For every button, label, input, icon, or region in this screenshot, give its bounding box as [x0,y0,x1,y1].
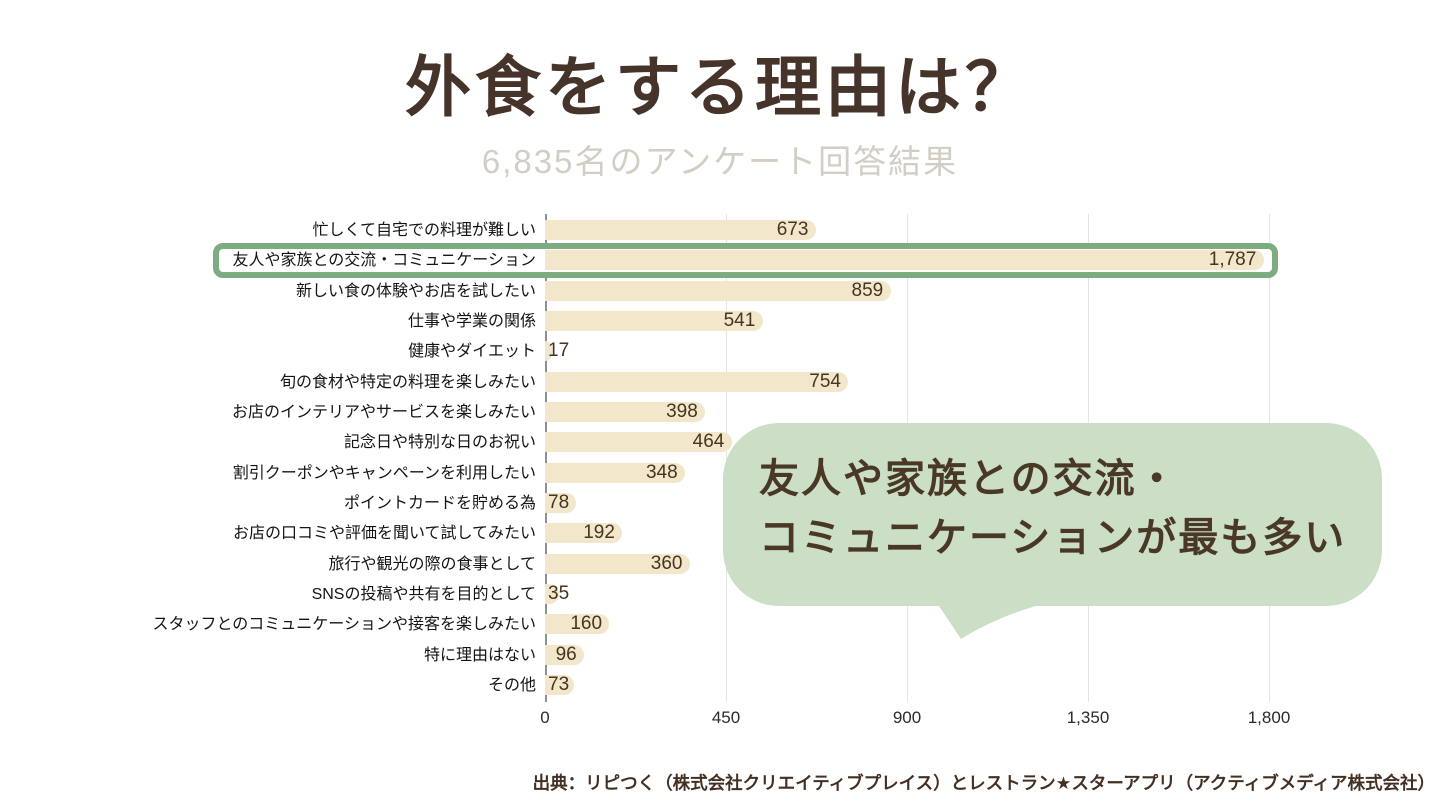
category-label: お店のインテリアやサービスを楽しみたい [231,403,536,421]
value-label: 464 [692,431,725,453]
category-label: 特に理由はない [423,646,536,664]
category-label: 健康やダイエット [408,343,536,361]
callout-text-line2: コミュニケーションが最も多い [759,516,1347,560]
value-label: 73 [548,673,570,695]
value-label: 1,787 [1208,249,1257,271]
category-label: 旬の食材や特定の料理を楽しみたい [279,373,536,391]
value-label: 192 [583,522,615,544]
x-axis-tick: 0 [540,708,550,727]
bar [545,523,623,544]
category-label: スタッフとのコミュニケーションや接客を楽しみたい [152,616,536,634]
bar [545,280,891,301]
bar [545,644,584,665]
category-label: お店の口コミや評価を聞いて試してみたい [232,525,536,543]
callout-text-line1: 友人や家族との交流・ [759,457,1179,501]
x-axis-tick: 1,350 [1066,708,1110,727]
category-label: 新しい食の体験やお店を試したい [295,282,536,300]
category-label: 旅行や観光の際の食事として [328,555,536,573]
x-axis-tick: 1,800 [1247,708,1291,727]
value-label: 673 [776,219,809,240]
value-label: 160 [570,613,603,635]
x-axis-tick: 900 [892,708,922,727]
bar [545,583,560,604]
value-label: 754 [809,370,841,392]
chart: 0 450 900 1,350 1,800 忙しくて自宅での料理が難しい 673 友人や家族と… [0,212,1440,752]
bar [545,462,685,483]
category-label: 記念日や特別な日のお祝い [343,434,536,452]
bar [545,432,732,453]
bar [545,220,816,240]
bar [545,341,552,362]
category-label: ポイントカードを貯める為 [343,494,536,512]
value-label: 78 [548,491,570,513]
category-label: 仕事や学業の関係 [407,312,536,330]
value-label: 348 [645,461,678,483]
value-label: 859 [851,279,884,301]
callout-tail [936,602,1052,639]
bar [545,553,690,574]
page-subtitle: 6,835名のアンケート回答結果 [481,143,959,180]
category-label: 割引クーポンやキャンペーンを利用したい [232,464,536,482]
value-label: 398 [666,400,698,422]
callout-bubble: 友人や家族との交流・ コミュニケーションが最も多い [723,423,1382,606]
category-label: 忙しくて自宅での料理が難しい [312,222,536,239]
x-axis-tick: 450 [711,708,741,727]
bar [545,614,610,635]
value-label: 96 [555,643,577,665]
bar [545,492,577,513]
bar [545,674,575,695]
bar [545,371,849,392]
bar [545,250,1264,271]
value-label: 35 [548,582,570,604]
bar [545,401,706,422]
bar [545,310,763,331]
y-axis-line [545,214,547,702]
page-title: 外食をする理由は？ [405,50,1035,124]
value-label: 17 [548,340,570,362]
value-label: 360 [650,552,683,574]
source-note: 出典：リピつく（株式会社クリエイティブプレイス）とレストラン★スターアプリ（アク… [532,773,1435,793]
category-label: 友人や家族との交流・コミュニケーション [232,252,536,270]
value-label: 541 [723,309,756,331]
category-label: その他 [487,676,536,694]
category-label: SNSの投稿や共有を目的として [311,585,536,603]
